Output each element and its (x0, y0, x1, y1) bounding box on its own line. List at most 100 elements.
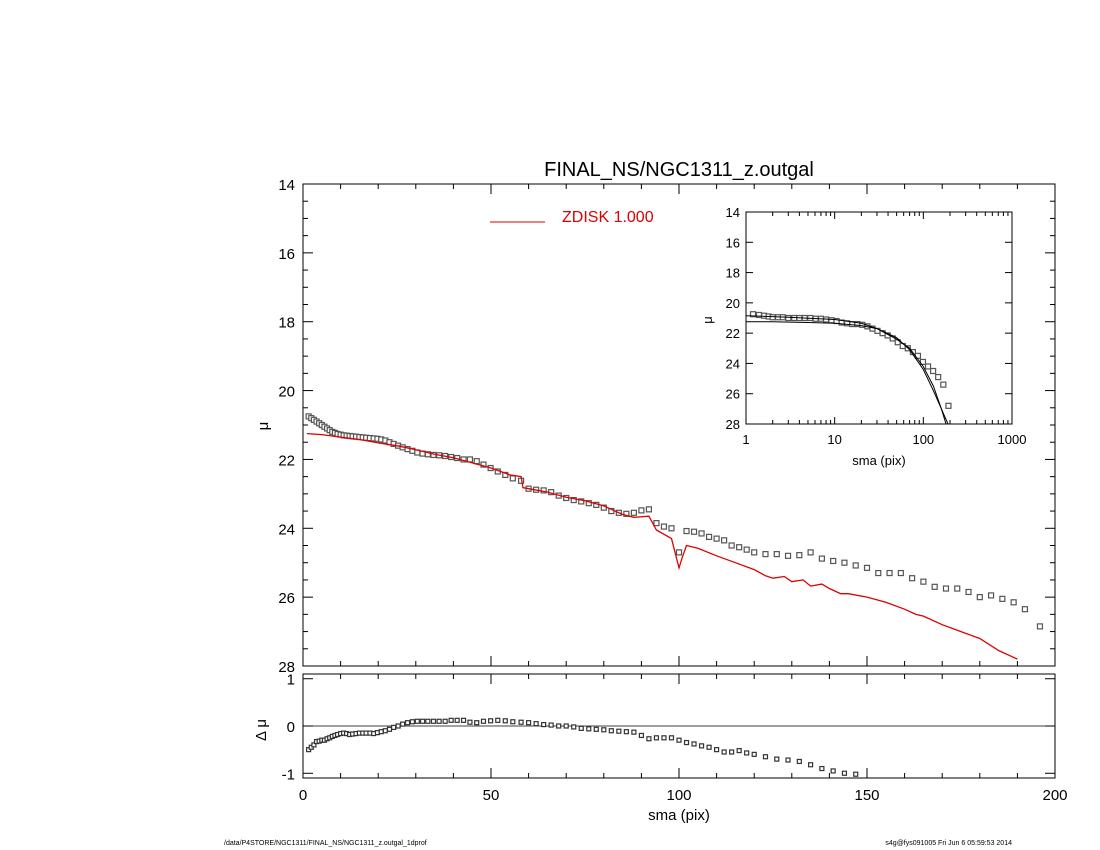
inset-ylabel: μ (700, 316, 715, 324)
residual-data-point (661, 735, 667, 741)
residual-data-point (474, 720, 480, 726)
main-data-point (705, 533, 713, 540)
residual-data-point (819, 765, 825, 772)
main-data-point (473, 458, 480, 465)
footer-timestamp: s4g@fys091005 Fri Jun 6 05:59:53 2014 (885, 840, 1012, 847)
residual-data-point (638, 732, 645, 739)
residual-data-point (646, 736, 652, 742)
inset-data-point (930, 367, 937, 375)
main-data-point (784, 552, 792, 559)
inset-data-point (828, 317, 835, 324)
main-ytick-label: 20 (278, 384, 295, 401)
residual-data-point (668, 735, 675, 741)
residual-data-point (706, 744, 712, 750)
main-data-point (999, 595, 1006, 602)
legend: ZDISK 1.000 (490, 209, 654, 226)
residual-data-point (548, 722, 554, 728)
residual-data-point (533, 721, 539, 727)
residual-data-point (571, 724, 577, 730)
residual-data-point (425, 718, 431, 724)
residual-data-point (736, 747, 742, 754)
main-data-point (841, 559, 848, 566)
main-data-point (1021, 606, 1029, 613)
residual-data-point (593, 726, 599, 732)
residual-data-point (713, 747, 720, 753)
inset-ytick-label: 16 (726, 235, 740, 250)
residual-ytick-label: -1 (282, 766, 295, 783)
residual-data-point (414, 718, 420, 724)
main-ytick-label: 28 (278, 659, 295, 676)
inset-ytick-label: 28 (726, 417, 740, 432)
residual-data-point (409, 719, 416, 725)
residual-data-point (578, 725, 584, 731)
main-data-point (480, 461, 487, 468)
main-data-point (713, 535, 720, 542)
residual-data-point (502, 718, 508, 724)
residual-data-point (404, 720, 411, 726)
main-data-point (796, 552, 803, 559)
main-data-point (698, 530, 705, 537)
residual-ylabel: Δ μ (253, 719, 270, 741)
residual-data-point (467, 719, 473, 725)
residual-data-point (601, 727, 607, 733)
residual-data-point (556, 723, 562, 729)
residual-ytick-label: 1 (287, 672, 295, 689)
inset-ytick-label: 26 (726, 387, 740, 402)
inset-xtick-label: 1000 (998, 432, 1027, 447)
main-data-point (585, 500, 592, 507)
residual-data-point (691, 741, 697, 747)
inset-data-point (940, 381, 947, 388)
residual-data-point (729, 749, 735, 755)
residual-data-point (518, 719, 524, 725)
residual-data-point (807, 762, 814, 768)
main-ylabel: μ (255, 422, 272, 431)
inset-ytick-label: 24 (726, 356, 740, 371)
residual-data-point (460, 717, 467, 723)
main-data-point (965, 588, 972, 596)
main-data-point (762, 551, 769, 558)
main-data-point (638, 507, 645, 514)
main-data-point (931, 583, 938, 590)
main-model-line (306, 432, 1018, 660)
residual-data-point (830, 768, 836, 774)
footer-path: /data/P4STORE/NGC1311/FINAL_NS/NGC1311_z… (224, 840, 427, 847)
main-data-point (675, 549, 683, 556)
inset-model-line (746, 321, 949, 425)
residual-xtick-label: 0 (299, 787, 307, 804)
residual-data-point (525, 720, 532, 726)
main-data-point (721, 537, 728, 544)
inset-ytick-label: 14 (726, 205, 740, 220)
residual-xtick-label: 200 (1042, 787, 1067, 804)
residual-series (306, 717, 859, 777)
residual-data-point (616, 728, 622, 734)
main-data-point (668, 525, 675, 532)
residual-data-point (436, 718, 442, 724)
main-ytick-label: 24 (278, 521, 295, 538)
main-data-point (623, 510, 630, 517)
main-title: FINAL_NS/NGC1311_z.outgal (544, 159, 814, 181)
residual-data-point (488, 718, 494, 724)
residual-data-point (586, 726, 592, 732)
main-data-point (976, 594, 983, 601)
main-data-point (645, 506, 653, 513)
residual-data-point (623, 729, 629, 735)
inset-series (745, 311, 952, 425)
residual-data-point (311, 742, 317, 748)
main-panel: 14 16 18 20 22 24 26 28 μ ZDISK 1.000 (255, 177, 1056, 676)
residual-data-point (495, 717, 501, 723)
inset-data-point (785, 314, 792, 322)
residual-xtick-label: 50 (483, 787, 500, 804)
main-data-point (875, 569, 882, 577)
main-data-point (942, 585, 950, 592)
residual-xtick-label: 100 (666, 787, 691, 804)
main-data-point (863, 564, 871, 571)
residual-data-point (676, 737, 682, 743)
main-ytick-label: 26 (278, 590, 295, 607)
inset-ytick-label: 22 (726, 326, 740, 341)
main-data-point (509, 475, 516, 482)
residual-xlabel: sma (pix) (648, 807, 710, 824)
main-data-point (852, 562, 859, 569)
main-data-point (886, 569, 893, 577)
